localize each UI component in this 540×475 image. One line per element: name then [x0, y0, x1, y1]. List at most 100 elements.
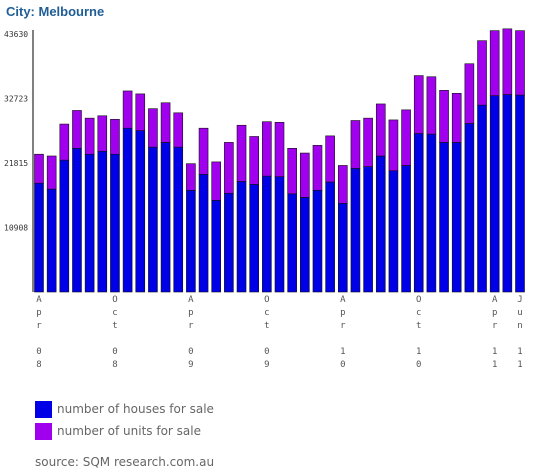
bar-units-18 — [262, 121, 272, 177]
y-tick-label-3: 43630 — [4, 30, 28, 39]
bar-units-35 — [477, 40, 487, 106]
bar-units-32 — [439, 90, 449, 143]
bar-houses-21 — [300, 197, 310, 293]
bar-houses-31 — [426, 133, 437, 293]
y-tick-label-2: 32723 — [4, 94, 28, 103]
bar-units-26 — [363, 117, 373, 167]
bar-units-23 — [325, 135, 335, 183]
bar-houses-7 — [122, 127, 133, 293]
units-swatch — [35, 422, 52, 440]
bars-group — [34, 28, 525, 293]
bar-houses-32 — [439, 142, 449, 293]
bar-houses-30 — [413, 133, 424, 293]
bar-units-10 — [160, 102, 171, 143]
houses-swatch — [35, 400, 52, 418]
bar-units-0 — [34, 153, 44, 184]
bar-houses-36 — [489, 95, 500, 293]
bar-houses-11 — [173, 146, 184, 293]
y-axis-ticks: 10908 21815 32723 43630 — [4, 30, 28, 232]
y-tick-label-1: 21815 — [4, 159, 28, 168]
bar-houses-19 — [274, 176, 285, 293]
bar-houses-34 — [464, 123, 475, 293]
bar-houses-5 — [97, 150, 108, 293]
bar-units-13 — [198, 127, 209, 175]
bar-units-7 — [122, 90, 133, 129]
chart-title: City: Melbourne — [6, 4, 105, 19]
bar-houses-3 — [72, 148, 82, 293]
bar-units-4 — [84, 117, 95, 155]
legend-label-houses: number of houses for sale — [57, 402, 214, 416]
bar-houses-27 — [375, 155, 386, 293]
bar-units-16 — [236, 124, 247, 182]
legend-label-units: number of units for sale — [57, 424, 201, 438]
bar-houses-16 — [236, 181, 247, 293]
bar-units-28 — [388, 119, 399, 172]
bar-units-17 — [249, 136, 259, 185]
bar-houses-12 — [186, 189, 196, 293]
bar-houses-38 — [515, 94, 525, 293]
bar-units-29 — [401, 109, 411, 166]
bar-units-22 — [312, 145, 323, 191]
legend-item-houses: number of houses for sale — [35, 398, 214, 420]
bar-houses-23 — [325, 181, 335, 293]
bar-units-12 — [186, 163, 196, 191]
bar-houses-28 — [388, 170, 399, 293]
bar-units-2 — [59, 123, 70, 161]
bar-houses-25 — [350, 168, 361, 293]
y-tick-label-0: 10908 — [4, 223, 28, 232]
bar-houses-15 — [224, 192, 234, 293]
bar-units-30 — [413, 75, 424, 134]
bar-houses-4 — [84, 153, 95, 293]
bar-houses-9 — [148, 146, 158, 293]
bar-units-14 — [211, 161, 222, 201]
legend-item-units: number of units for sale — [35, 420, 214, 442]
bar-houses-37 — [502, 94, 513, 293]
bar-houses-17 — [249, 184, 259, 293]
bar-houses-33 — [451, 142, 462, 293]
bar-units-36 — [489, 30, 500, 96]
bar-units-24 — [337, 165, 348, 204]
bar-units-1 — [46, 155, 57, 190]
bar-units-6 — [110, 119, 120, 155]
bar-houses-10 — [160, 142, 171, 293]
bar-houses-14 — [211, 200, 222, 293]
bar-units-27 — [375, 103, 386, 157]
bar-units-25 — [350, 120, 361, 169]
bar-houses-18 — [262, 175, 272, 293]
bar-houses-0 — [34, 182, 44, 293]
source-note: source: SQM research.com.au — [35, 455, 215, 469]
bar-units-20 — [287, 148, 297, 195]
bar-units-31 — [426, 76, 437, 135]
bar-units-5 — [97, 115, 108, 152]
bar-houses-8 — [135, 130, 146, 293]
bar-houses-22 — [312, 189, 323, 293]
bar-units-15 — [224, 142, 234, 194]
bar-units-9 — [148, 108, 158, 148]
bar-houses-26 — [363, 166, 373, 293]
bar-houses-24 — [337, 202, 348, 293]
bar-houses-2 — [59, 159, 70, 293]
bar-houses-13 — [198, 174, 209, 293]
bar-houses-1 — [46, 188, 57, 293]
bar-units-33 — [451, 93, 462, 143]
bar-houses-20 — [287, 193, 297, 293]
bar-units-3 — [72, 110, 82, 149]
bar-units-11 — [173, 112, 184, 148]
bar-units-19 — [274, 121, 285, 177]
legend: number of houses for sale number of unit… — [35, 398, 214, 442]
bar-units-34 — [464, 63, 475, 124]
bar-units-37 — [502, 28, 513, 95]
bar-houses-29 — [401, 165, 411, 293]
bar-houses-35 — [477, 104, 487, 293]
bar-units-38 — [515, 30, 525, 96]
